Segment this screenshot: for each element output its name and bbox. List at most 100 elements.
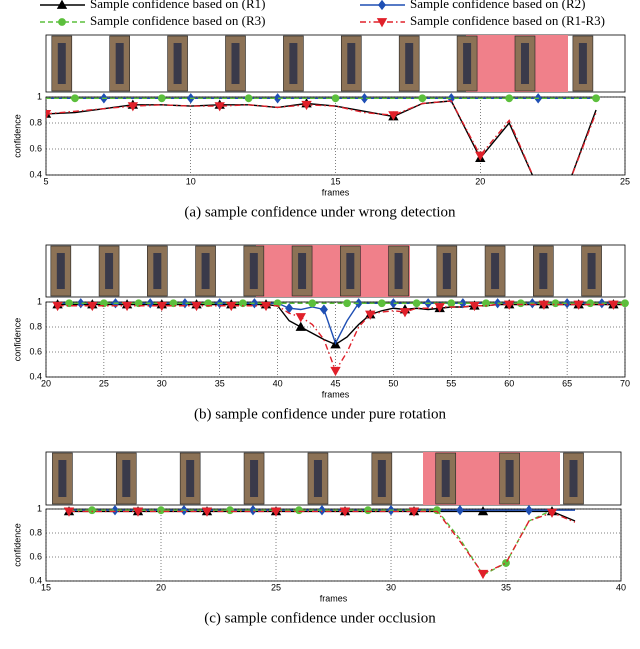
marker [339, 507, 351, 517]
marker [482, 299, 490, 308]
marker [71, 94, 79, 103]
marker [87, 301, 98, 312]
person [578, 43, 587, 84]
person [58, 460, 67, 497]
y-tick-label: 1 [37, 503, 42, 513]
person [57, 43, 66, 84]
marker [63, 507, 75, 517]
x-tick-label: 15 [41, 582, 51, 592]
marker [330, 366, 341, 377]
marker [214, 102, 225, 112]
y-tick-label: 0.6 [29, 346, 42, 356]
marker [331, 94, 340, 103]
person [298, 253, 307, 289]
person [405, 43, 414, 84]
marker [226, 506, 234, 515]
x-tick-label: 20 [41, 378, 51, 388]
y-axis-label: confidence [12, 318, 22, 362]
person [250, 460, 259, 497]
x-tick-label: 25 [620, 176, 630, 186]
marker [65, 299, 74, 308]
caption: (a) sample confidence under wrong detect… [184, 204, 456, 220]
person [346, 253, 355, 289]
marker [621, 299, 629, 308]
person [153, 253, 162, 289]
person [122, 460, 131, 497]
marker [376, 18, 388, 28]
marker [100, 299, 108, 308]
marker [504, 300, 515, 310]
y-tick-label: 0.6 [29, 551, 42, 561]
marker [475, 151, 486, 161]
x-tick-label: 25 [99, 378, 109, 388]
marker [447, 299, 456, 308]
person [115, 43, 124, 84]
marker [364, 506, 372, 515]
marker [412, 299, 421, 308]
marker [260, 301, 272, 312]
marker [127, 102, 139, 112]
person [186, 460, 195, 497]
person [394, 253, 403, 289]
x-tick-label: 20 [475, 176, 485, 186]
legend-label: Sample confidence based on (R1) [90, 0, 265, 11]
marker [308, 299, 317, 308]
marker [295, 313, 306, 323]
person [201, 253, 210, 289]
marker [502, 559, 510, 567]
marker [270, 507, 282, 517]
marker [273, 299, 282, 308]
marker [389, 298, 398, 309]
person [441, 460, 450, 497]
marker [134, 299, 143, 308]
marker [110, 505, 120, 516]
marker [573, 300, 584, 310]
marker [377, 0, 387, 11]
caption: (b) sample confidence under pure rotatio… [194, 406, 446, 422]
person [249, 253, 258, 289]
series-line [46, 100, 597, 175]
marker [52, 301, 63, 312]
marker [524, 505, 534, 516]
x-axis-label: frames [322, 389, 350, 399]
marker [408, 507, 420, 517]
marker [586, 299, 595, 308]
marker [563, 184, 572, 192]
marker [551, 299, 560, 308]
marker [58, 18, 66, 26]
person [313, 460, 322, 497]
series-line [57, 303, 625, 373]
marker [204, 299, 213, 308]
marker [295, 321, 306, 331]
series-line [69, 509, 553, 576]
person [173, 43, 182, 84]
x-tick-label: 10 [186, 176, 196, 186]
x-axis-label: frames [322, 187, 350, 197]
legend-label: Sample confidence based on (R3) [90, 13, 265, 28]
marker [157, 94, 166, 103]
y-tick-label: 0.4 [29, 169, 42, 179]
marker [226, 301, 237, 312]
marker [46, 110, 52, 120]
marker [273, 93, 282, 104]
marker [418, 94, 427, 103]
person [442, 253, 451, 289]
y-tick-label: 0.8 [29, 321, 42, 331]
x-tick-label: 35 [501, 582, 511, 592]
highlight [256, 245, 410, 297]
person [289, 43, 298, 84]
y-tick-label: 0.8 [29, 117, 42, 127]
x-tick-label: 45 [330, 378, 340, 388]
marker [360, 93, 369, 104]
person [56, 253, 65, 289]
marker [295, 506, 303, 515]
person [539, 253, 548, 289]
person [347, 43, 356, 84]
y-tick-label: 0.6 [29, 143, 42, 153]
x-tick-label: 40 [273, 378, 283, 388]
plot [52, 298, 629, 377]
marker [156, 301, 167, 312]
marker [505, 94, 514, 103]
marker [434, 303, 445, 313]
